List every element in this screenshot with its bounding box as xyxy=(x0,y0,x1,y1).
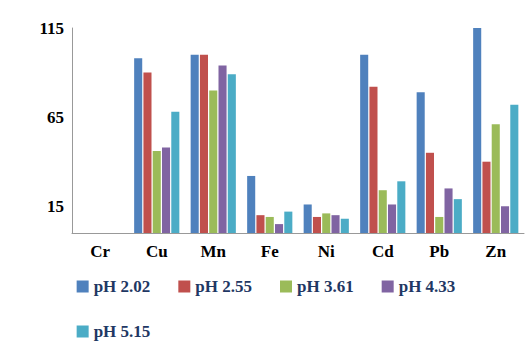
svg-text:pH 5.15: pH 5.15 xyxy=(94,322,151,341)
svg-text:Ni: Ni xyxy=(318,242,335,261)
svg-text:65: 65 xyxy=(47,108,64,127)
svg-text:Mn: Mn xyxy=(201,242,227,261)
svg-text:Fe: Fe xyxy=(261,242,279,261)
svg-text:Cu: Cu xyxy=(146,242,168,261)
svg-text:pH 2.02: pH 2.02 xyxy=(94,277,151,296)
svg-text:115: 115 xyxy=(39,19,64,38)
svg-text:15: 15 xyxy=(47,197,64,216)
svg-text:pH 2.55: pH 2.55 xyxy=(195,277,252,296)
svg-text:Pb: Pb xyxy=(429,242,449,261)
svg-text:pH 4.33: pH 4.33 xyxy=(399,277,456,296)
svg-text:Zn: Zn xyxy=(485,242,506,261)
svg-text:pH 3.61: pH 3.61 xyxy=(297,277,354,296)
svg-text:Cd: Cd xyxy=(372,242,394,261)
svg-text:Cr: Cr xyxy=(90,242,110,261)
